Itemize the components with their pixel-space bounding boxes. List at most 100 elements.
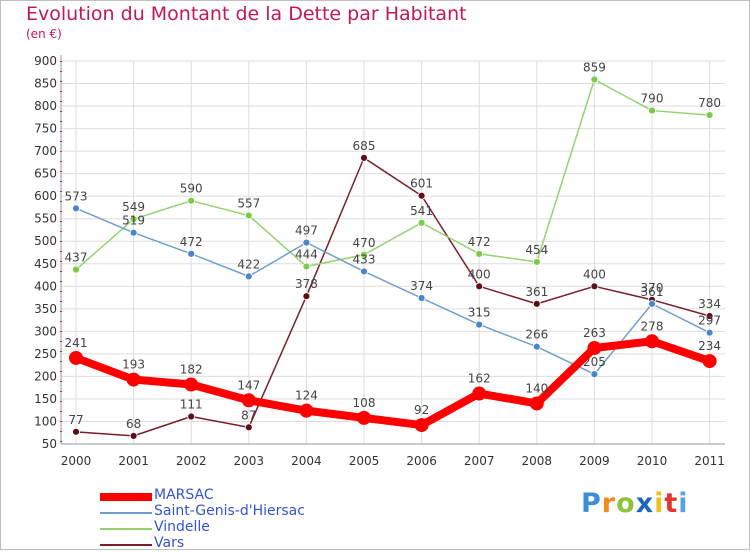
x-tick-label: 2001 (118, 454, 149, 468)
data-label-vindelle: 549 (122, 200, 145, 214)
logo-letter: P (581, 488, 602, 519)
series-line-vindelle (75, 78, 710, 271)
data-label-vindelle: 437 (65, 251, 88, 265)
data-point-marsac (587, 341, 602, 356)
data-point-vars (417, 191, 426, 200)
data-point-vindelle (302, 262, 311, 271)
data-label-saint-genis-d-hiersac: 472 (180, 235, 203, 249)
data-point-marsac (241, 393, 256, 408)
data-point-vars (475, 282, 484, 291)
data-label-vars: 400 (468, 267, 491, 281)
data-label-marsac: 234 (698, 339, 721, 353)
data-label-vars: 378 (295, 277, 318, 291)
x-tick-label: 2002 (176, 454, 207, 468)
data-point-vindelle (648, 106, 656, 115)
data-label-vars: 400 (583, 267, 606, 281)
logo-letter: i (678, 488, 689, 519)
data-label-marsac: 241 (65, 336, 88, 350)
data-label-saint-genis-d-hiersac: 497 (295, 224, 318, 238)
data-point-saint-genis-d-hiersac (360, 267, 368, 276)
legend-label: Vindelle (154, 519, 210, 535)
data-label-saint-genis-d-hiersac: 374 (410, 279, 433, 293)
data-label-vars: 601 (410, 177, 433, 191)
y-tick-label: 250 (34, 347, 57, 361)
chart-title: Evolution du Montant de la Dette par Hab… (26, 3, 467, 25)
data-label-vars: 111 (180, 398, 203, 412)
data-point-marsac (529, 396, 544, 411)
y-tick-label: 500 (34, 234, 57, 248)
data-label-vindelle: 780 (698, 96, 721, 110)
data-point-marsac (126, 372, 141, 387)
y-tick-label: 600 (34, 189, 57, 203)
x-tick-label: 2011 (694, 454, 725, 468)
series-line-vars (75, 157, 710, 437)
data-label-marsac: 124 (295, 389, 318, 403)
data-point-vars (705, 312, 714, 320)
data-label-vars: 370 (641, 281, 664, 295)
y-tick-label: 200 (34, 369, 57, 383)
data-point-vars (129, 431, 138, 440)
data-point-vindelle (129, 215, 138, 224)
data-point-vars (244, 423, 253, 432)
data-label-vindelle: 790 (641, 92, 664, 106)
data-point-saint-genis-d-hiersac (705, 328, 714, 337)
data-point-vindelle (590, 75, 599, 84)
y-tick-label: 100 (34, 414, 57, 428)
data-point-marsac (414, 418, 429, 433)
legend-swatch (100, 528, 152, 530)
x-tick-label: 2007 (464, 454, 495, 468)
data-point-saint-genis-d-hiersac (417, 294, 426, 302)
data-label-marsac: 182 (180, 363, 203, 377)
data-point-saint-genis-d-hiersac (129, 228, 138, 237)
logo-letter: x (635, 488, 655, 519)
legend-swatch (100, 512, 152, 514)
data-label-vars: 87 (241, 408, 256, 422)
data-label-vindelle: 590 (180, 182, 203, 196)
proxiti-logo: Proxiti (581, 488, 689, 519)
logo-letter: o (616, 488, 636, 519)
data-label-vindelle: 859 (583, 60, 606, 74)
data-point-vindelle (72, 265, 80, 274)
data-label-vindelle: 557 (237, 197, 260, 211)
data-point-vars (72, 427, 80, 436)
data-label-marsac: 108 (353, 396, 376, 410)
data-point-vars (187, 412, 196, 421)
data-point-vindelle (417, 218, 426, 227)
data-point-saint-genis-d-hiersac (187, 249, 196, 258)
data-label-vindelle: 541 (410, 204, 433, 218)
x-tick-label: 2008 (522, 454, 553, 468)
line-chart: 50 100 150 200 250 300 350 400 450 500 550 600 650 70… (34, 54, 725, 468)
data-label-marsac: 147 (237, 378, 260, 392)
data-point-marsac (645, 334, 659, 349)
data-point-marsac (69, 350, 83, 365)
data-point-saint-genis-d-hiersac (590, 370, 599, 379)
y-tick-label: 650 (34, 167, 57, 181)
logo-letter: t (664, 488, 679, 519)
data-label-marsac: 278 (641, 319, 664, 333)
data-point-marsac (472, 386, 487, 401)
data-label-vars: 685 (353, 139, 376, 153)
data-label-saint-genis-d-hiersac: 519 (122, 214, 145, 228)
y-tick-label: 700 (34, 144, 57, 158)
data-label-marsac: 140 (525, 381, 548, 395)
data-point-saint-genis-d-hiersac (532, 342, 541, 351)
data-point-vars (360, 153, 368, 162)
series-line-marsac (74, 337, 711, 430)
data-point-saint-genis-d-hiersac (72, 204, 80, 213)
x-tick-label: 2005 (349, 454, 380, 468)
data-point-vindelle (705, 111, 714, 119)
y-tick-label: 50 (42, 437, 57, 451)
y-tick-label: 850 (34, 77, 57, 91)
data-point-marsac (299, 403, 314, 418)
data-point-saint-genis-d-hiersac (244, 272, 253, 281)
data-point-vars (590, 282, 599, 291)
data-label-vindelle: 454 (525, 243, 548, 257)
data-point-vindelle (475, 249, 484, 258)
y-tick-label: 150 (34, 392, 57, 406)
y-tick-label: 300 (34, 324, 57, 338)
data-label-saint-genis-d-hiersac: 297 (698, 314, 721, 328)
data-label-saint-genis-d-hiersac: 573 (65, 189, 88, 203)
x-tick-label: 2009 (579, 454, 610, 468)
y-tick-label: 350 (34, 302, 57, 316)
data-label-marsac: 92 (414, 403, 429, 417)
